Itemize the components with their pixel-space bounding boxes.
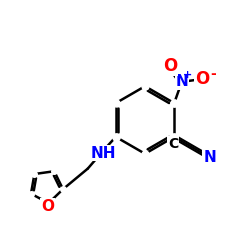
Text: N: N: [175, 74, 188, 90]
Text: O: O: [195, 70, 209, 88]
Text: N: N: [203, 150, 216, 165]
Text: C: C: [168, 137, 178, 151]
Text: O: O: [41, 198, 54, 214]
Text: NH: NH: [90, 146, 116, 160]
Text: O: O: [163, 58, 178, 76]
Text: +: +: [183, 70, 192, 80]
Text: -: -: [210, 67, 216, 81]
